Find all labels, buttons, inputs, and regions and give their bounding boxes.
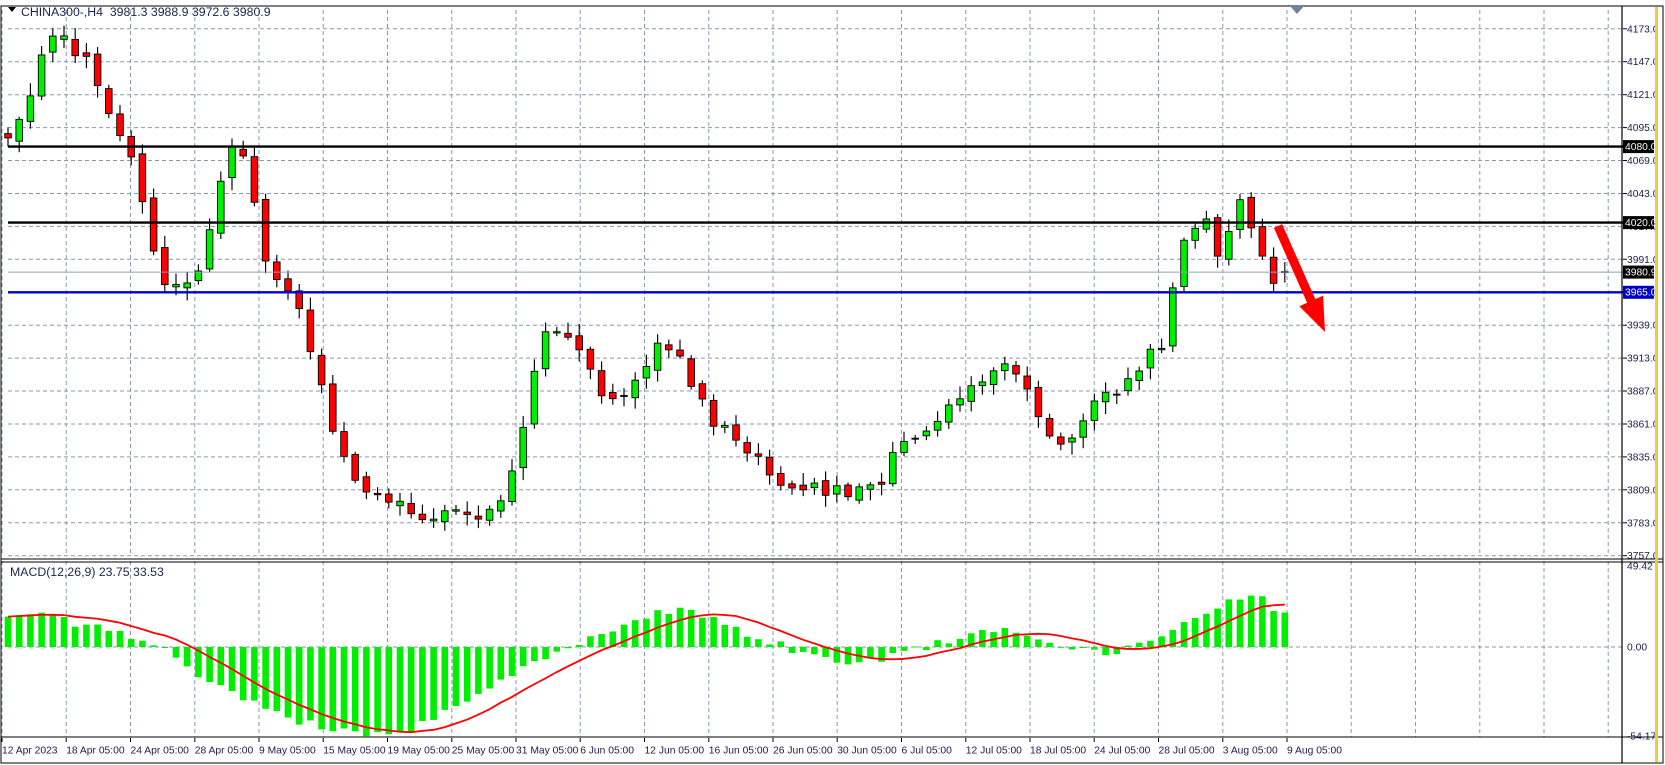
svg-text:4095.0: 4095.0 — [1627, 123, 1659, 134]
svg-text:3757.0: 3757.0 — [1627, 551, 1659, 562]
svg-text:3861.0: 3861.0 — [1627, 420, 1659, 431]
svg-text:4121.0: 4121.0 — [1627, 90, 1659, 101]
svg-text:25 May 05:00: 25 May 05:00 — [452, 746, 515, 757]
svg-text:12 Jul 05:00: 12 Jul 05:00 — [966, 746, 1022, 757]
svg-text:15 May 05:00: 15 May 05:00 — [323, 746, 386, 757]
svg-text:3913.0: 3913.0 — [1627, 354, 1659, 365]
svg-text:9 May 05:00: 9 May 05:00 — [259, 746, 316, 757]
svg-text:12 Apr 2023: 12 Apr 2023 — [2, 746, 58, 757]
svg-text:6 Jul 05:00: 6 Jul 05:00 — [902, 746, 953, 757]
svg-text:3887.0: 3887.0 — [1627, 387, 1659, 398]
svg-text:18 Jul 05:00: 18 Jul 05:00 — [1030, 746, 1086, 757]
svg-text:49.42: 49.42 — [1627, 562, 1653, 573]
svg-text:3991.0: 3991.0 — [1627, 255, 1659, 266]
svg-text:4147.0: 4147.0 — [1627, 57, 1659, 68]
svg-text:3965.0: 3965.0 — [1625, 288, 1657, 299]
svg-text:4069.0: 4069.0 — [1627, 156, 1659, 167]
svg-text:3783.0: 3783.0 — [1627, 518, 1659, 529]
svg-text:3980.9: 3980.9 — [1625, 267, 1657, 278]
svg-text:0.00: 0.00 — [1627, 643, 1647, 654]
svg-text:16 Jun 05:00: 16 Jun 05:00 — [709, 746, 769, 757]
svg-text:3835.0: 3835.0 — [1627, 452, 1659, 463]
svg-text:4080.0: 4080.0 — [1625, 142, 1657, 153]
svg-text:19 May 05:00: 19 May 05:00 — [388, 746, 451, 757]
svg-text:31 May 05:00: 31 May 05:00 — [516, 746, 579, 757]
svg-text:12 Jun 05:00: 12 Jun 05:00 — [645, 746, 705, 757]
svg-text:6 Jun 05:00: 6 Jun 05:00 — [580, 746, 634, 757]
svg-text:4173.0: 4173.0 — [1627, 24, 1659, 35]
svg-text:28 Apr 05:00: 28 Apr 05:00 — [195, 746, 254, 757]
svg-text:28 Jul 05:00: 28 Jul 05:00 — [1159, 746, 1215, 757]
svg-text:3 Aug 05:00: 3 Aug 05:00 — [1223, 746, 1278, 757]
svg-text:3809.0: 3809.0 — [1627, 485, 1659, 496]
svg-text:24 Jul 05:00: 24 Jul 05:00 — [1094, 746, 1150, 757]
svg-text:3939.0: 3939.0 — [1627, 321, 1659, 332]
svg-text:24 Apr 05:00: 24 Apr 05:00 — [131, 746, 190, 757]
svg-text:18 Apr 05:00: 18 Apr 05:00 — [66, 746, 125, 757]
svg-text:26 Jun 05:00: 26 Jun 05:00 — [773, 746, 833, 757]
svg-text:4020.0: 4020.0 — [1625, 218, 1657, 229]
svg-text:30 Jun 05:00: 30 Jun 05:00 — [837, 746, 897, 757]
svg-text:4043.0: 4043.0 — [1627, 189, 1659, 200]
svg-text:9 Aug 05:00: 9 Aug 05:00 — [1287, 746, 1342, 757]
